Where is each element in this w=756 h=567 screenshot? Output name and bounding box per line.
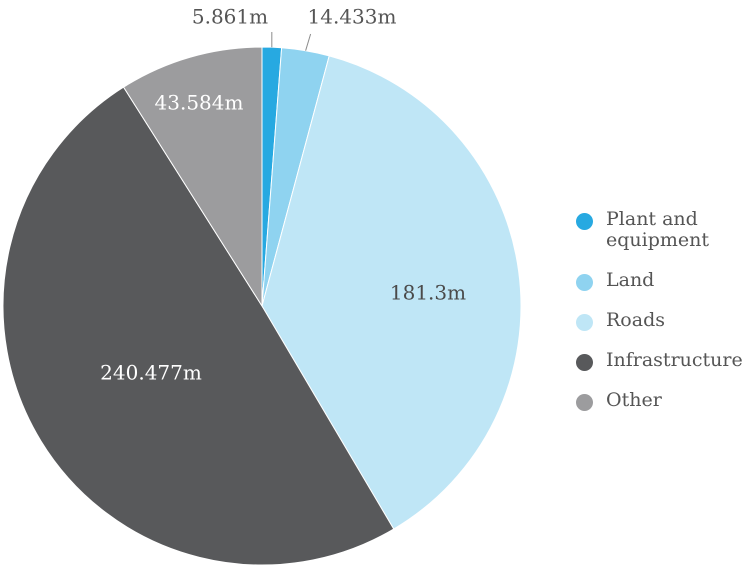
- leader-line-land: [305, 33, 312, 51]
- pie-slices: [2, 46, 522, 566]
- legend: Plant and equipment Land Roads Infrastru…: [576, 209, 756, 430]
- pie-slice-other: [122, 46, 263, 308]
- data-label-roads: 181.3m: [390, 281, 466, 305]
- legend-swatch-other: [576, 394, 593, 411]
- pie-slice-infrastructure: [2, 86, 395, 566]
- data-label-plant-and-equipment: 5.861m: [192, 5, 268, 29]
- legend-item-other: Other: [576, 390, 756, 411]
- legend-label: Other: [606, 389, 662, 411]
- legend-item-infrastructure: Infrastructure: [576, 350, 756, 371]
- label-leader-lines: [271, 32, 312, 51]
- pie-slice-roads: [261, 55, 522, 530]
- legend-item-roads: Roads: [576, 310, 756, 331]
- legend-swatch-roads: [576, 314, 593, 331]
- legend-item-land: Land: [576, 270, 756, 291]
- data-label-other: 43.584m: [155, 91, 244, 115]
- legend-label: Infrastructure: [606, 349, 743, 371]
- data-label-land: 14.433m: [308, 5, 397, 29]
- data-label-infrastructure: 240.477m: [100, 361, 202, 385]
- legend-item-plant-and-equipment: Plant and equipment: [576, 209, 756, 251]
- legend-swatch-land: [576, 274, 593, 291]
- legend-swatch-infrastructure: [576, 354, 593, 371]
- legend-label: Plant and equipment: [606, 208, 710, 251]
- legend-label: Roads: [606, 309, 665, 331]
- legend-label: Land: [606, 269, 655, 291]
- data-labels: 5.861m 14.433m 181.3m 240.477m 43.584m: [100, 5, 466, 385]
- legend-swatch-plant-and-equipment: [576, 213, 593, 230]
